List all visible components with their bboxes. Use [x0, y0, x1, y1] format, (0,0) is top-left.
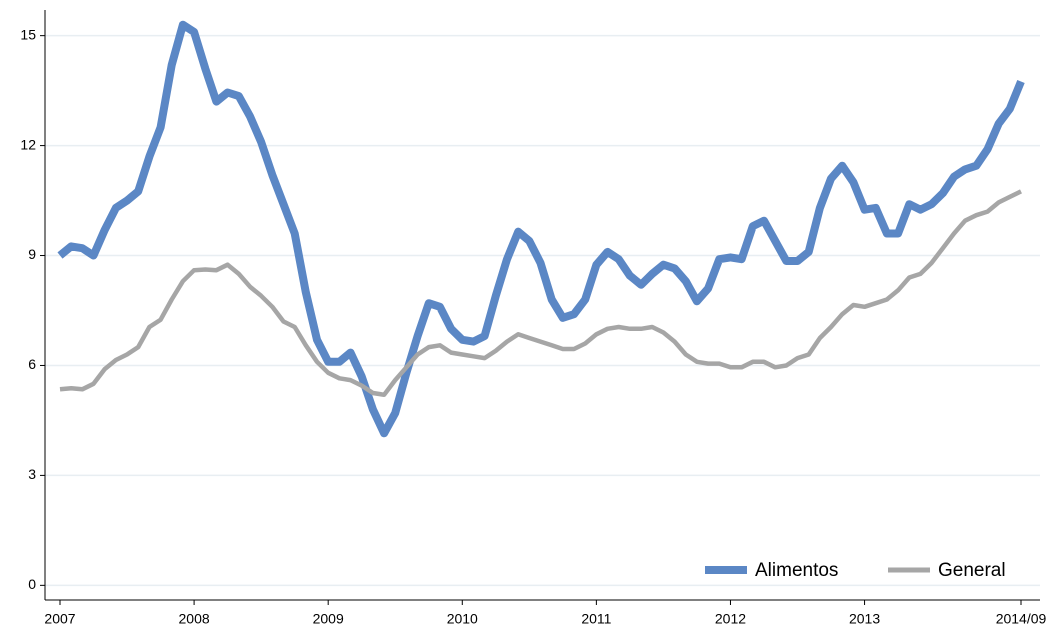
x-tick-label: 2009 — [313, 611, 344, 627]
y-tick-label: 9 — [28, 246, 36, 262]
y-tick-label: 3 — [28, 466, 36, 482]
y-tick-label: 0 — [28, 576, 36, 592]
x-tick-label: 2011 — [581, 611, 611, 627]
y-tick-label: 15 — [20, 26, 36, 42]
legend-label: General — [938, 560, 1006, 581]
line-series — [59, 189, 1022, 398]
y-tick-label: 12 — [20, 136, 36, 152]
line-series — [57, 20, 1025, 438]
x-tick-label: 2012 — [715, 611, 746, 627]
x-tick-label: 2010 — [447, 611, 478, 627]
x-tick-label: 2007 — [44, 611, 75, 627]
y-tick-label: 6 — [28, 356, 36, 372]
x-tick-label: 2014/09 — [996, 611, 1047, 627]
x-tick-label: 2008 — [179, 611, 210, 627]
legend-label: Alimentos — [755, 560, 838, 581]
x-tick-label: 2013 — [849, 611, 880, 627]
